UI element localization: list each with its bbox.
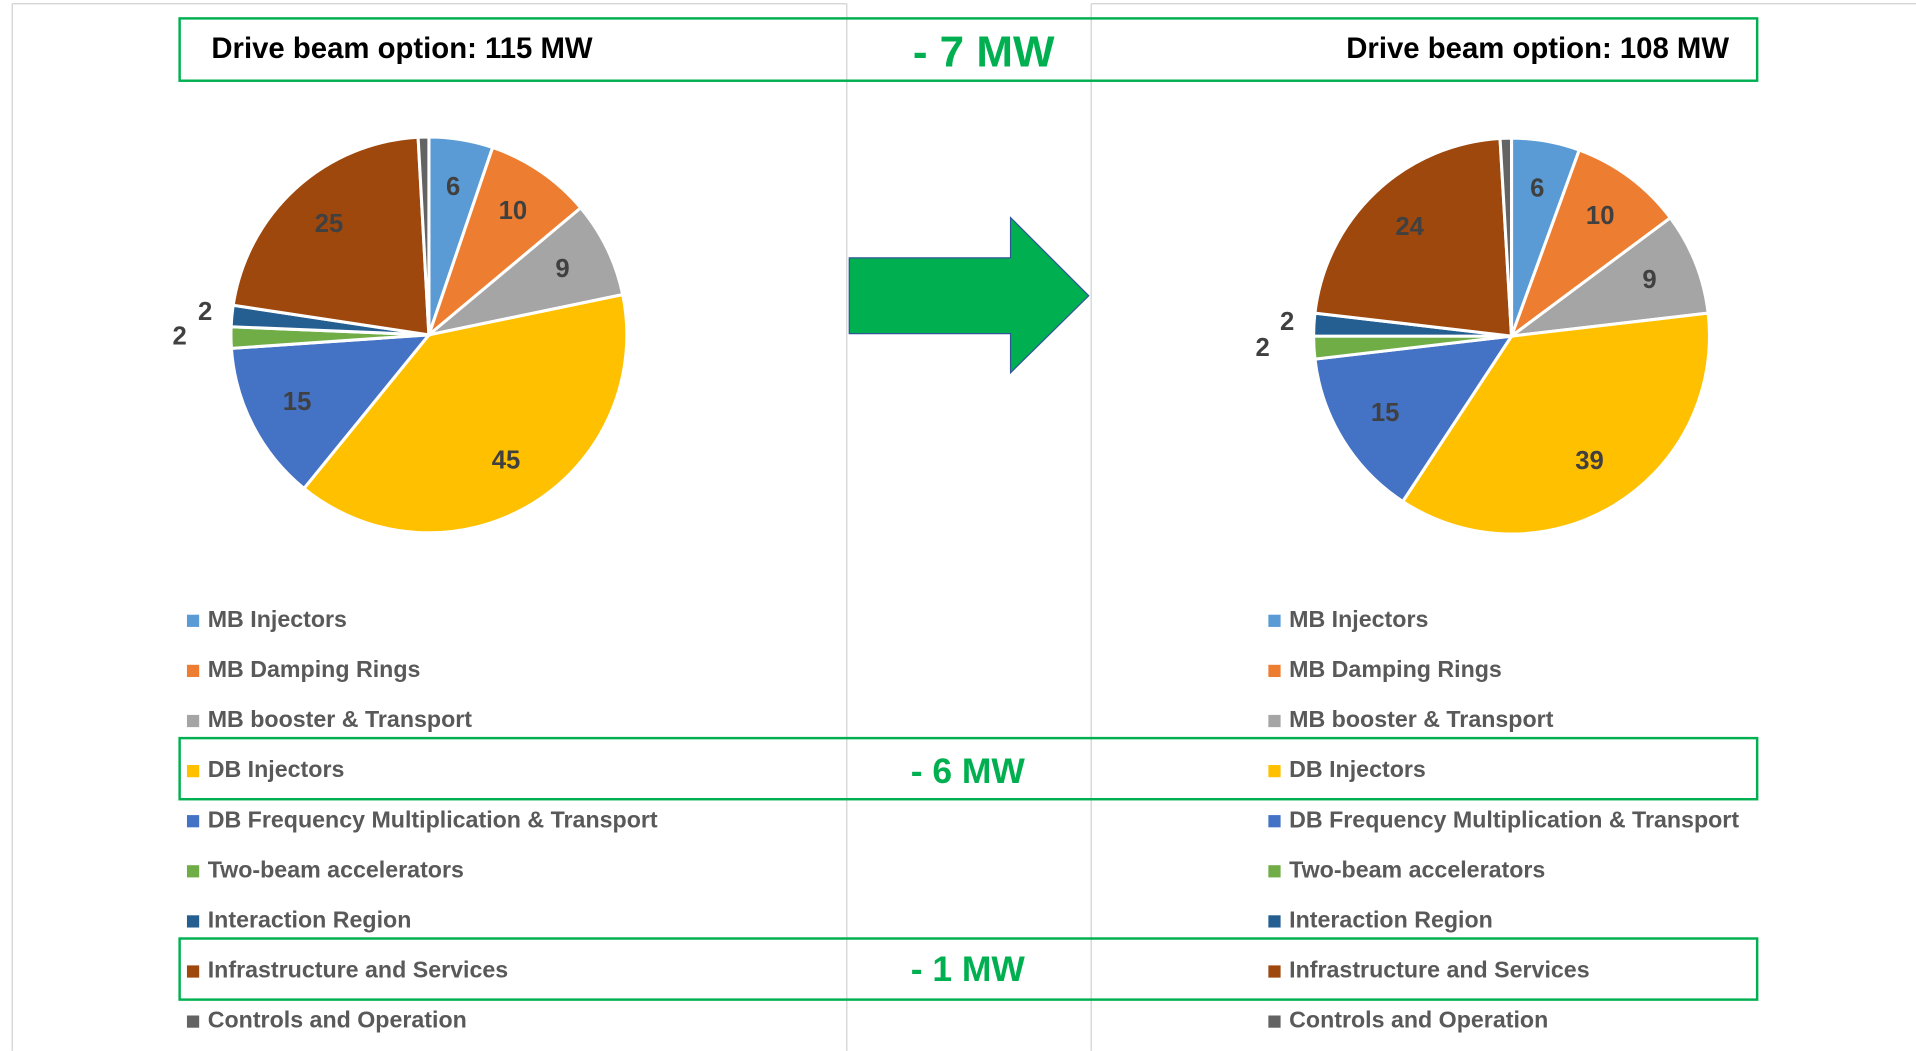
pie-slice — [1506, 215, 1710, 339]
annotation: - 7 MW — [913, 28, 1055, 77]
data-label: 2 — [1256, 334, 1270, 362]
legend-label: Controls and Operation — [1289, 1007, 1548, 1033]
legend-swatch — [1268, 915, 1281, 928]
pie-slice — [301, 292, 629, 535]
chart-title: Drive beam option: 108 MW — [1346, 32, 1729, 65]
legend-label: Infrastructure and Services — [1289, 957, 1589, 983]
annotation: - 1 MW — [911, 949, 1026, 989]
legend-label: Interaction Region — [208, 907, 412, 933]
legend-label: Controls and Operation — [208, 1007, 467, 1033]
legend-swatch — [1268, 664, 1281, 678]
highlight-box — [178, 17, 1759, 82]
arrow — [848, 216, 1090, 375]
pie-slice — [416, 135, 431, 335]
legend-swatch — [186, 765, 200, 778]
legend-swatch — [1268, 865, 1281, 878]
highlight-box — [178, 736, 1759, 801]
data-label: 6 — [1530, 175, 1544, 203]
legend-swatch — [186, 614, 200, 627]
data-label: 24 — [1395, 213, 1424, 241]
data-label: 15 — [1371, 399, 1400, 427]
legend-swatch — [186, 865, 200, 878]
legend-swatch — [1268, 815, 1281, 828]
legend-label: MB Injectors — [208, 606, 347, 632]
legend-label: Interaction Region — [1289, 907, 1493, 933]
legend-label: MB Injectors — [1289, 606, 1428, 632]
data-label: 10 — [1586, 202, 1615, 230]
legend-swatch — [186, 714, 200, 728]
data-label: 15 — [283, 388, 312, 416]
data-label: 9 — [555, 255, 569, 283]
annotation: - 6 MW — [911, 751, 1026, 791]
pie-slice — [1498, 136, 1514, 337]
legend-swatch — [186, 915, 200, 928]
data-label: 9 — [1642, 266, 1656, 294]
legend-swatch — [186, 1015, 200, 1028]
data-label: 10 — [499, 197, 528, 225]
legend-swatch — [186, 965, 200, 978]
legend-swatch — [1268, 1015, 1281, 1028]
data-label: 45 — [492, 447, 521, 475]
legend-label: MB booster & Transport — [208, 706, 473, 732]
pie-slice — [229, 333, 433, 491]
legend-label: DB Frequency Multiplication & Transport — [208, 806, 658, 832]
pie-slice — [425, 145, 583, 340]
legend-label: DB Frequency Multiplication & Transport — [1289, 806, 1739, 832]
legend-label: Two-beam accelerators — [1289, 856, 1545, 882]
legend-label: DB Injectors — [208, 756, 345, 782]
data-label: 2 — [173, 323, 187, 351]
legend-label: MB booster & Transport — [1289, 706, 1554, 732]
pie-slice — [1508, 148, 1673, 341]
data-label: 2 — [198, 298, 212, 326]
legend-swatch — [1268, 965, 1281, 978]
legend-label: MB Damping Rings — [1289, 656, 1502, 682]
legend-swatch — [1268, 765, 1281, 778]
data-label: 25 — [315, 210, 344, 238]
legend-label: Two-beam accelerators — [208, 856, 464, 882]
pie-slice — [1400, 311, 1712, 536]
chart-title: Drive beam option: 115 MW — [211, 32, 592, 65]
pie-slice — [1313, 136, 1514, 338]
legend-swatch — [1268, 714, 1281, 728]
pie-slice — [231, 135, 431, 337]
data-label: 39 — [1575, 447, 1604, 475]
highlight-box — [178, 937, 1759, 1001]
legend-swatch — [1268, 614, 1281, 627]
data-label: 2 — [1280, 308, 1294, 336]
pie-slice — [1313, 334, 1515, 504]
legend-swatch — [186, 815, 200, 828]
legend-label: MB Damping Rings — [208, 656, 421, 682]
legend-label: Infrastructure and Services — [208, 957, 508, 983]
legend-label: DB Injectors — [1289, 756, 1426, 782]
data-label: 6 — [446, 173, 460, 201]
legend-swatch — [186, 664, 200, 678]
